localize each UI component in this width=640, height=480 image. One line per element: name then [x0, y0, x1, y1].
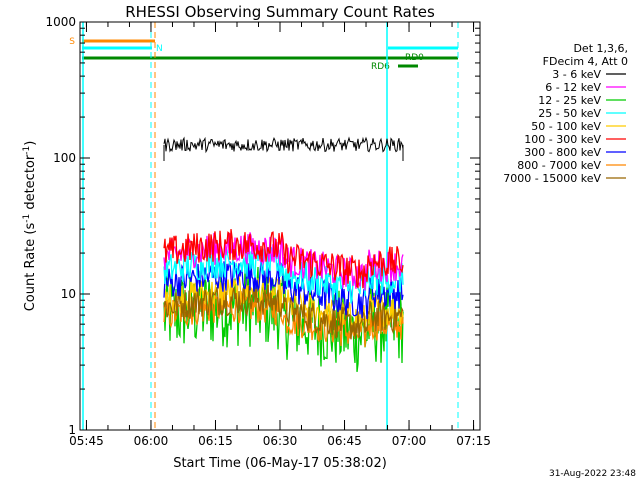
x-tick-label: 05:45	[69, 434, 104, 448]
y-tick-label: 10	[61, 287, 76, 301]
y-axis-label-end: )	[23, 141, 38, 146]
x-axis-label: Start Time (06-May-17 05:38:02)	[173, 456, 387, 471]
legend-entry-label: 12 - 25 keV	[538, 94, 601, 107]
series-trace-6	[163, 260, 404, 320]
x-tick-label: 06:45	[327, 434, 362, 448]
x-tick-label: 07:00	[392, 434, 427, 448]
series-traces	[163, 136, 404, 372]
y-axis-label-main: Count Rate (s	[23, 223, 38, 312]
x-tick-label: 06:00	[134, 434, 169, 448]
series-trace-8	[163, 284, 404, 340]
x-axis: 05:45 06:00 06:15 06:30 06:45 07:00 07:15	[69, 22, 491, 448]
flag-label-rd0: RD0	[405, 53, 424, 63]
flag-label-rd6: RD6	[371, 62, 390, 72]
y-axis-label: Count Rate (s-1 detector-1)	[22, 141, 38, 312]
legend-entry-label: 50 - 100 keV	[531, 120, 601, 133]
flag-label-s: S	[69, 37, 75, 47]
y-tick-label: 100	[53, 151, 76, 165]
y-tick-label: 1	[68, 423, 76, 437]
y-axis-label-sup2: -1	[22, 146, 32, 155]
legend-entry-label: 6 - 12 keV	[545, 81, 601, 94]
y-tick-label: 1000	[45, 15, 76, 29]
chart-title: RHESSI Observing Summary Count Rates	[125, 3, 435, 21]
y-axis: 1 10 100 1000	[45, 15, 480, 437]
legend-entry-label: 800 - 7000 keV	[517, 159, 601, 172]
legend-entry-label: 7000 - 15000 keV	[503, 172, 601, 185]
x-tick-label: 07:15	[456, 434, 491, 448]
y-axis-label-sup1: -1	[22, 214, 32, 223]
flag-bars: S N RD0 RD6	[69, 37, 458, 72]
x-tick-label: 06:15	[198, 434, 233, 448]
series-trace-0	[163, 136, 404, 154]
legend-entry-label: 3 - 6 keV	[552, 68, 601, 81]
flag-label-n: N	[156, 44, 163, 54]
y-axis-label-mid: detector	[23, 154, 38, 214]
legend-entry-label: 300 - 800 keV	[524, 146, 601, 159]
timestamp: 31-Aug-2022 23:48	[549, 469, 636, 479]
legend-header: FDecim 4, Att 0	[543, 55, 628, 68]
series-trace-5	[163, 229, 404, 289]
series-trace-7	[163, 290, 404, 348]
legend-entry-label: 25 - 50 keV	[538, 107, 601, 120]
legend-entry-label: 100 - 300 keV	[524, 133, 601, 146]
legend-header: Det 1,3,6,	[573, 42, 628, 55]
vertical-markers	[82, 22, 459, 430]
plot-frame	[79, 21, 481, 431]
x-tick-label: 06:30	[263, 434, 298, 448]
